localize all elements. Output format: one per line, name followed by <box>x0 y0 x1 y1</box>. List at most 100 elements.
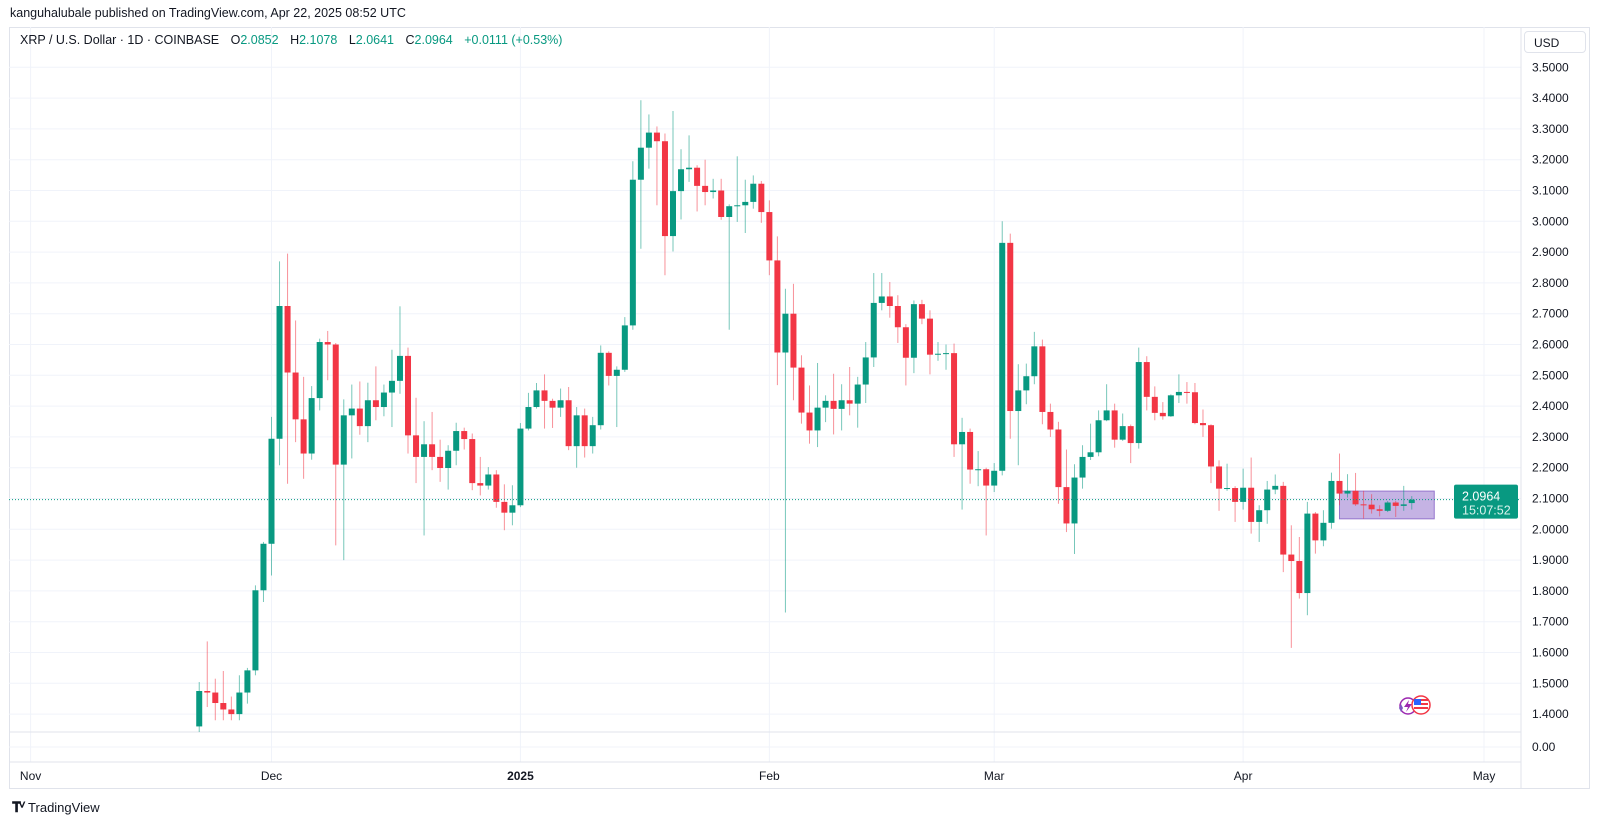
bearish-candle[interactable] <box>926 310 933 375</box>
bullish-candle[interactable] <box>388 349 395 428</box>
bearish-candle[interactable] <box>1063 449 1070 533</box>
bearish-candle[interactable] <box>405 347 412 454</box>
bullish-candle[interactable] <box>870 273 877 367</box>
bullish-candle[interactable] <box>1408 496 1415 510</box>
bullish-candle[interactable] <box>1272 474 1279 495</box>
bearish-candle[interactable] <box>1280 481 1287 573</box>
bullish-candle[interactable] <box>1224 463 1231 491</box>
bearish-candle[interactable] <box>541 374 548 429</box>
bearish-candle[interactable] <box>1127 424 1134 464</box>
bullish-candle[interactable] <box>742 179 749 234</box>
bullish-candle[interactable] <box>1015 364 1022 466</box>
bearish-candle[interactable] <box>356 381 363 435</box>
bullish-candle[interactable] <box>308 386 315 460</box>
bearish-candle[interactable] <box>806 385 813 444</box>
bearish-candle[interactable] <box>798 355 805 424</box>
bullish-candle[interactable] <box>1304 501 1311 616</box>
tradingview-logo[interactable]: 𝐓ⱽ TradingView <box>12 799 100 816</box>
bullish-candle[interactable] <box>445 445 452 490</box>
bullish-candle[interactable] <box>734 156 741 222</box>
bearish-candle[interactable] <box>661 133 668 276</box>
bearish-candle[interactable] <box>1191 383 1198 425</box>
bearish-candle[interactable] <box>1392 500 1399 517</box>
bullish-candle[interactable] <box>1071 464 1078 554</box>
bullish-candle[interactable] <box>1087 423 1094 460</box>
bearish-candle[interactable] <box>1216 460 1223 511</box>
bullish-candle[interactable] <box>1167 394 1174 417</box>
bearish-candle[interactable] <box>1336 453 1343 506</box>
bearish-candle[interactable] <box>1199 409 1206 437</box>
bearish-candle[interactable] <box>653 126 660 206</box>
bearish-candle[interactable] <box>1248 457 1255 534</box>
bearish-candle[interactable] <box>766 200 773 276</box>
bearish-candle[interactable] <box>477 456 484 496</box>
bearish-candle[interactable] <box>1159 402 1166 420</box>
bearish-candle[interactable] <box>694 165 701 212</box>
bullish-candle[interactable] <box>1240 468 1247 510</box>
bullish-candle[interactable] <box>645 114 652 169</box>
bullish-candle[interactable] <box>934 342 941 361</box>
bearish-candle[interactable] <box>501 484 508 531</box>
bearish-candle[interactable] <box>983 467 990 536</box>
bearish-candle[interactable] <box>1208 424 1215 484</box>
bearish-candle[interactable] <box>790 283 797 401</box>
bearish-candle[interactable] <box>1055 421 1062 504</box>
bearish-candle[interactable] <box>830 373 837 435</box>
bearish-candle[interactable] <box>894 295 901 343</box>
bearish-candle[interactable] <box>332 342 339 546</box>
bullish-candle[interactable] <box>822 395 829 423</box>
bullish-candle[interactable] <box>1384 500 1391 513</box>
symbol-legend[interactable]: XRP / U.S. Dollar · 1D · COINBASE O2.085… <box>20 33 570 47</box>
bullish-candle[interactable] <box>421 421 428 536</box>
bearish-candle[interactable] <box>461 427 468 450</box>
bullish-candle[interactable] <box>613 366 620 428</box>
bearish-candle[interactable] <box>774 236 781 386</box>
bearish-candle[interactable] <box>1232 486 1239 522</box>
bearish-candle[interactable] <box>372 366 379 421</box>
bullish-candle[interactable] <box>268 416 275 576</box>
bullish-candle[interactable] <box>686 135 693 182</box>
bearish-candle[interactable] <box>324 330 331 381</box>
bullish-candle[interactable] <box>1400 485 1407 511</box>
bullish-candle[interactable] <box>878 273 885 311</box>
bearish-candle[interactable] <box>437 439 444 482</box>
bullish-candle[interactable] <box>1264 480 1271 524</box>
bearish-candle[interactable] <box>1312 512 1319 554</box>
bullish-candle[interactable] <box>621 317 628 372</box>
bullish-candle[interactable] <box>1079 445 1086 489</box>
bullish-candle[interactable] <box>629 161 636 330</box>
bearish-candle[interactable] <box>718 178 725 220</box>
bearish-candle[interactable] <box>292 320 299 443</box>
bearish-candle[interactable] <box>1368 494 1375 514</box>
bullish-candle[interactable] <box>1103 384 1110 422</box>
bullish-candle[interactable] <box>1256 505 1263 542</box>
bearish-candle[interactable] <box>918 299 925 325</box>
bearish-candle[interactable] <box>204 641 211 708</box>
bullish-candle[interactable] <box>1135 347 1142 449</box>
bullish-candle[interactable] <box>453 422 460 466</box>
bullish-candle[interactable] <box>838 384 845 431</box>
event-icons[interactable] <box>1399 695 1431 715</box>
bullish-candle[interactable] <box>236 675 243 721</box>
bearish-candle[interactable] <box>1183 382 1190 404</box>
bearish-candle[interactable] <box>967 428 974 484</box>
bearish-candle[interactable] <box>300 376 307 479</box>
bullish-candle[interactable] <box>364 382 371 443</box>
bullish-candle[interactable] <box>1031 331 1038 385</box>
bullish-candle[interactable] <box>678 149 685 220</box>
bullish-candle[interactable] <box>862 342 869 404</box>
bearish-candle[interactable] <box>429 411 436 471</box>
bearish-candle[interactable] <box>1151 386 1158 421</box>
bullish-candle[interactable] <box>276 261 283 466</box>
bullish-candle[interactable] <box>533 383 540 409</box>
bullish-candle[interactable] <box>1095 410 1102 457</box>
bearish-candle[interactable] <box>1007 233 1014 439</box>
bearish-candle[interactable] <box>951 343 958 457</box>
bearish-candle[interactable] <box>469 433 476 491</box>
bearish-candle[interactable] <box>1288 525 1295 648</box>
bearish-candle[interactable] <box>220 670 227 721</box>
bearish-candle[interactable] <box>1111 403 1118 448</box>
bullish-candle[interactable] <box>975 451 982 487</box>
bullish-candle[interactable] <box>589 416 596 454</box>
